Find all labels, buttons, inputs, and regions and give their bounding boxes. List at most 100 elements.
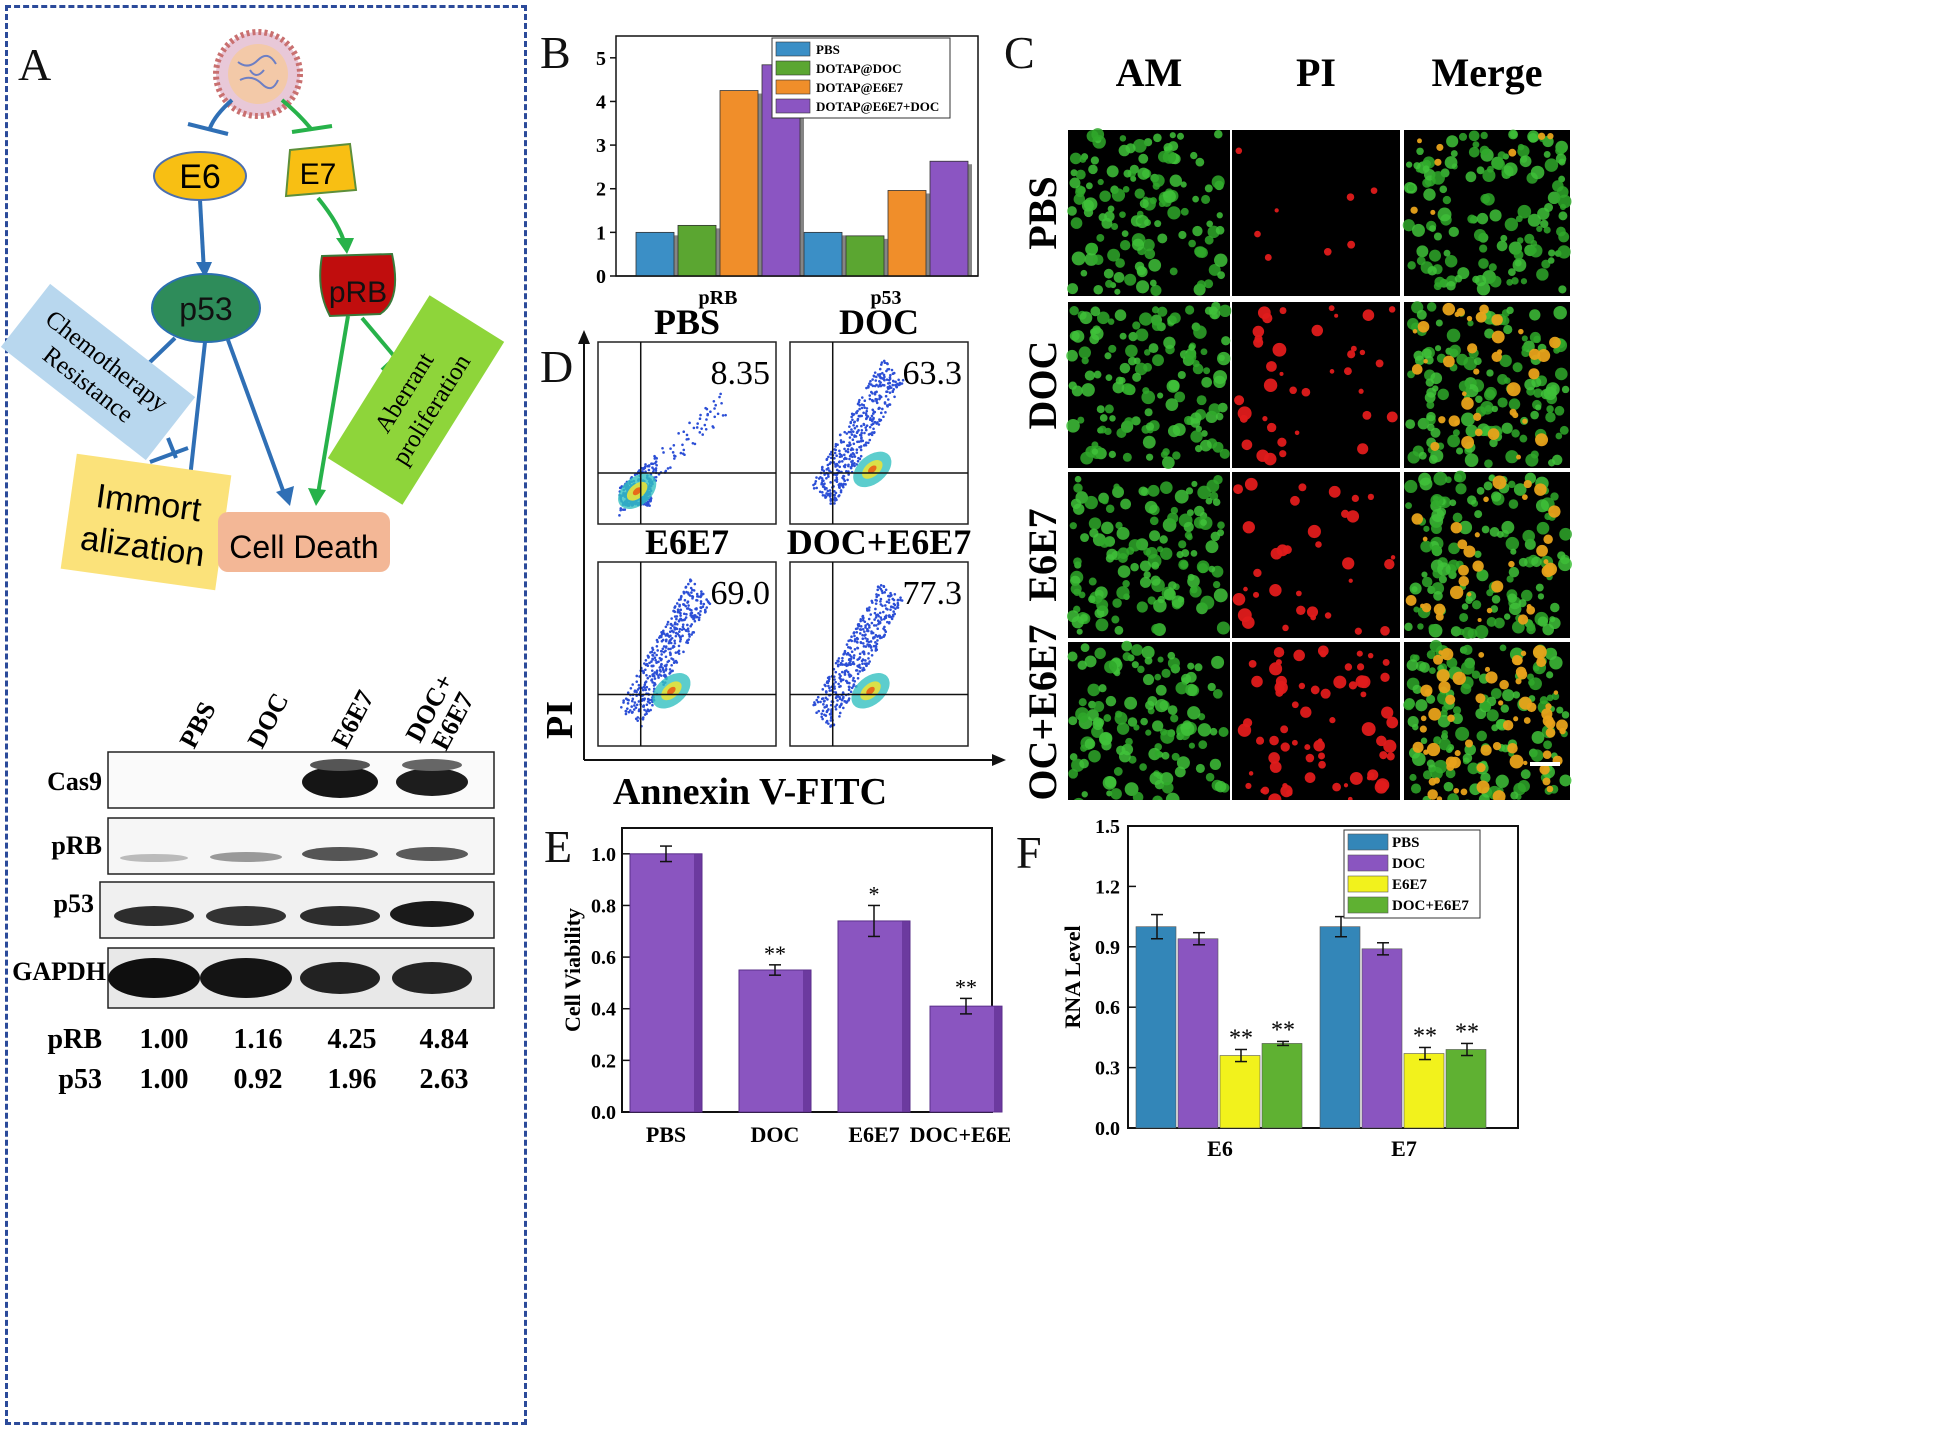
event-dot [815, 476, 818, 479]
red-cell [1467, 343, 1478, 354]
event-dot [700, 427, 703, 430]
event-dot [644, 688, 648, 692]
event-dot [703, 423, 707, 427]
green-cell [1465, 799, 1470, 800]
event-dot [840, 440, 843, 444]
event-dot [850, 686, 854, 690]
event-dot [867, 617, 871, 621]
event-dot [858, 670, 862, 673]
event-dot [643, 708, 646, 712]
green-cell [1511, 277, 1519, 285]
green-cell [1201, 376, 1213, 388]
event-dot [858, 457, 862, 461]
event-dot [648, 661, 651, 665]
green-cell [1483, 389, 1496, 401]
green-cell [1430, 494, 1444, 508]
green-cell [1533, 388, 1543, 398]
micrograph [1067, 472, 1230, 638]
event-dot [878, 611, 882, 615]
event-dot [882, 384, 886, 387]
event-dot [839, 482, 843, 486]
green-cell [1180, 722, 1195, 736]
event-dot [663, 673, 666, 677]
green-cell [1480, 701, 1491, 712]
event-dot [697, 618, 701, 622]
event-dot [827, 684, 830, 688]
green-cell [1204, 279, 1214, 289]
green-cell [1531, 377, 1542, 388]
event-dot [885, 369, 888, 373]
red-cell [1360, 691, 1367, 698]
event-dot [851, 438, 855, 442]
green-cell [1087, 709, 1099, 722]
green-cell [1178, 559, 1189, 570]
red-cell [1386, 716, 1399, 729]
event-dot [825, 690, 828, 694]
event-dot [823, 487, 827, 491]
event-dot [689, 586, 693, 590]
red-cell [1375, 359, 1384, 368]
green-cell [1209, 758, 1222, 771]
event-dot [668, 630, 672, 633]
event-dot [669, 622, 673, 626]
green-cell [1192, 225, 1203, 237]
event-dot [846, 478, 849, 482]
event-dot [870, 433, 874, 437]
green-cell [1119, 135, 1127, 142]
green-cell [1501, 744, 1510, 753]
event-dot [858, 632, 862, 635]
event-dot [673, 660, 676, 663]
green-cell [1167, 651, 1176, 660]
band [396, 768, 468, 796]
green-cell [1544, 158, 1559, 172]
green-cell [1109, 415, 1116, 422]
event-dot [683, 598, 687, 602]
event-dot [670, 657, 673, 660]
event-dot [675, 617, 678, 621]
event-dot [856, 459, 860, 463]
event-dot [671, 451, 675, 454]
event-dot [820, 712, 824, 716]
red-cell [1382, 658, 1390, 666]
event-dot [838, 704, 842, 708]
green-cell [1506, 575, 1514, 583]
event-dot [678, 627, 682, 631]
event-dot [653, 454, 656, 458]
event-dot [816, 695, 820, 699]
green-cell [1489, 438, 1498, 448]
event-dot [646, 709, 650, 712]
bar [837, 920, 911, 1113]
green-cell [1188, 239, 1196, 248]
green-cell [1200, 348, 1208, 356]
event-dot [850, 415, 853, 419]
green-cell [1069, 753, 1078, 761]
event-dot [650, 669, 654, 672]
green-cell [1216, 621, 1230, 635]
event-dot [844, 483, 847, 486]
event-dot [872, 637, 875, 640]
event-dot [867, 640, 871, 644]
event-dot [870, 631, 873, 635]
green-cell [1081, 199, 1094, 212]
event-dot [822, 703, 825, 706]
x-tick-label: E6E7 [848, 1122, 899, 1147]
lane-label-e6e7: E6E7 [326, 686, 380, 753]
event-dot [859, 454, 863, 458]
green-cell [1433, 232, 1442, 241]
red-cell [1269, 662, 1283, 676]
green-cell [1161, 668, 1171, 678]
event-dot [858, 663, 861, 667]
event-dot [651, 654, 655, 657]
event-dot [626, 698, 629, 702]
bar-face [629, 853, 703, 1113]
green-cell [1407, 318, 1419, 330]
event-dot [651, 657, 654, 661]
event-dot [846, 651, 850, 655]
event-dot [822, 469, 826, 473]
green-cell [1468, 146, 1480, 158]
green-cell [1550, 602, 1560, 613]
event-dot [866, 637, 869, 641]
y-axis-label: PI [540, 701, 581, 739]
red-cell [1474, 532, 1480, 538]
green-cell [1489, 275, 1502, 288]
